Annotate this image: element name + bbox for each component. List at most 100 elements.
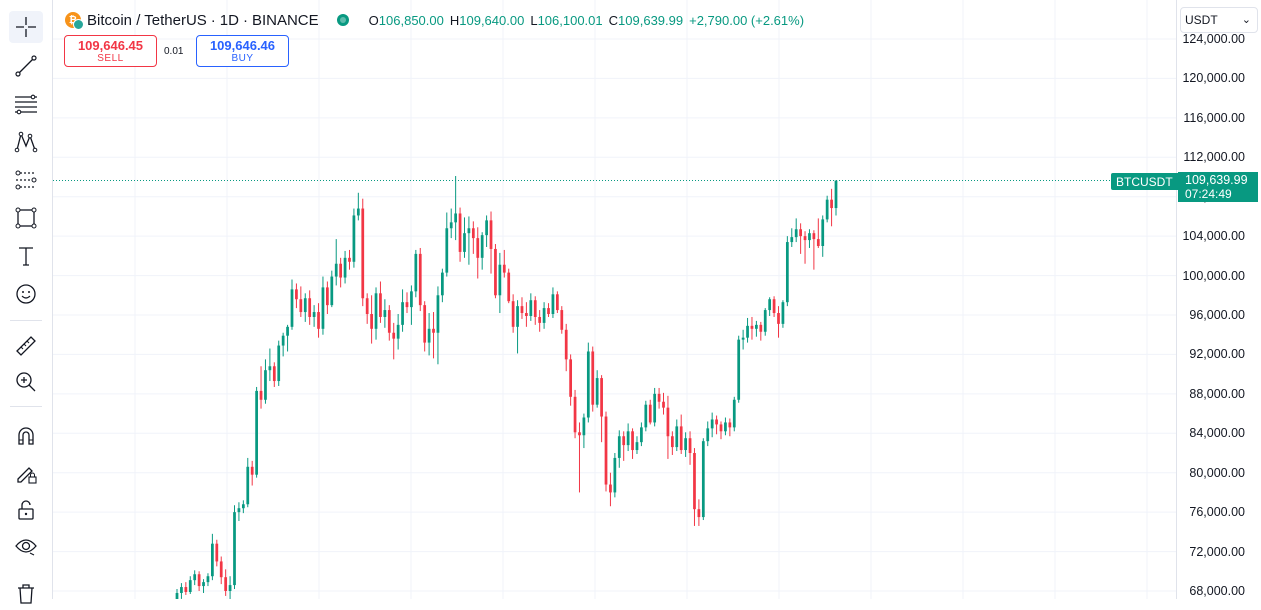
candle-body xyxy=(693,453,696,510)
chart-grid xyxy=(53,0,1176,599)
chart-pane[interactable] xyxy=(53,0,1176,599)
candle-body xyxy=(392,332,396,339)
candle xyxy=(777,306,780,338)
geometric-shapes-icon[interactable] xyxy=(9,202,43,234)
candle xyxy=(812,230,816,270)
text-icon[interactable] xyxy=(9,240,43,272)
candle xyxy=(586,342,590,423)
candle-body xyxy=(644,404,648,428)
currency-select[interactable]: USDT ⌄ xyxy=(1180,7,1258,33)
candle xyxy=(578,422,581,493)
candle-body xyxy=(396,324,400,339)
magnet-icon[interactable] xyxy=(9,420,43,452)
candle xyxy=(418,247,422,312)
trash-icon[interactable] xyxy=(9,578,43,610)
candle xyxy=(374,287,378,340)
candle-body xyxy=(529,300,533,316)
unlock-icon[interactable] xyxy=(9,494,43,526)
crosshair-icon[interactable] xyxy=(9,11,43,43)
prediction-icon[interactable] xyxy=(9,164,43,196)
candle xyxy=(290,279,294,330)
symbol-name[interactable]: Bitcoin / TetherUS xyxy=(87,11,207,29)
buy-button[interactable]: 109,646.46 BUY xyxy=(196,35,289,67)
candle-body xyxy=(657,393,661,402)
candle xyxy=(635,436,639,454)
candle-body xyxy=(259,390,263,400)
candle-body xyxy=(613,457,617,493)
candle xyxy=(648,399,652,425)
candle-body xyxy=(609,484,612,493)
ruler-icon[interactable] xyxy=(9,330,43,362)
candle-body xyxy=(476,238,480,258)
candle-body xyxy=(511,301,515,327)
lock-drawing-icon[interactable] xyxy=(9,457,43,489)
emoji-icon[interactable] xyxy=(9,278,43,310)
candle-body xyxy=(241,504,245,509)
last-price-value: 109,639.99 xyxy=(1185,173,1248,187)
trend-line-icon[interactable] xyxy=(9,50,43,82)
candle xyxy=(180,583,183,599)
market-status-icon[interactable] xyxy=(336,14,349,26)
price-axis-label: 88,000.00 xyxy=(1189,386,1245,401)
candle-body xyxy=(626,431,630,446)
candle xyxy=(626,423,630,452)
candle xyxy=(454,176,458,241)
candle-body xyxy=(732,399,736,428)
candle xyxy=(330,270,334,308)
candle xyxy=(670,431,674,455)
candle-body xyxy=(520,306,524,314)
candle-body xyxy=(180,587,183,593)
fib-retracement-icon[interactable] xyxy=(9,88,43,120)
pattern-icon[interactable] xyxy=(9,126,43,158)
candle xyxy=(675,419,679,452)
candle xyxy=(746,317,749,343)
candle xyxy=(688,431,692,465)
candle xyxy=(507,268,511,304)
bitcoin-icon: ₿ xyxy=(65,12,84,30)
candle-body xyxy=(808,233,811,241)
candle xyxy=(640,422,643,447)
price-axis-label: 100,000.00 xyxy=(1182,268,1245,283)
candle-body xyxy=(427,328,431,343)
candle xyxy=(732,396,736,432)
candle-body xyxy=(719,424,723,432)
candle-body xyxy=(228,585,232,591)
candle xyxy=(803,231,807,264)
candle xyxy=(405,292,409,314)
candle-body xyxy=(573,396,577,433)
interval-label[interactable]: 1D xyxy=(219,11,239,29)
price-axis-label: 96,000.00 xyxy=(1189,308,1245,322)
price-scale[interactable]: 124,000.00 120,000.00 116,000.00 112,000.00… xyxy=(1176,0,1261,599)
candle xyxy=(555,291,559,314)
sell-button[interactable]: 109,646.45 SELL xyxy=(64,35,157,67)
candle-body xyxy=(768,299,772,311)
candle xyxy=(728,418,732,437)
candle-body xyxy=(821,219,825,246)
candle-body xyxy=(290,289,294,327)
candle-body xyxy=(233,512,236,586)
candle-body xyxy=(255,390,258,475)
candle xyxy=(799,223,802,254)
candle-body xyxy=(321,287,325,329)
zoom-in-icon[interactable] xyxy=(9,366,43,398)
candle-body xyxy=(374,293,378,329)
candle-body xyxy=(715,419,718,425)
candle-body xyxy=(679,426,683,451)
candle-body xyxy=(188,580,192,592)
candle-body xyxy=(794,229,798,238)
candle-body xyxy=(816,239,820,246)
bar-countdown: 07:24:49 xyxy=(1185,187,1232,201)
low-value: L106,100.01 xyxy=(530,12,603,28)
candle-body xyxy=(746,325,749,338)
candle xyxy=(365,293,369,324)
candle-body xyxy=(586,351,590,418)
candle-body xyxy=(834,180,838,209)
eye-icon[interactable] xyxy=(9,530,43,562)
chevron-down-icon: ⌄ xyxy=(1241,14,1251,26)
candle xyxy=(206,573,210,587)
candle-body xyxy=(640,427,643,443)
candle xyxy=(410,285,413,325)
candle xyxy=(816,218,820,248)
candle-body xyxy=(480,235,484,258)
candle-body xyxy=(383,310,387,317)
